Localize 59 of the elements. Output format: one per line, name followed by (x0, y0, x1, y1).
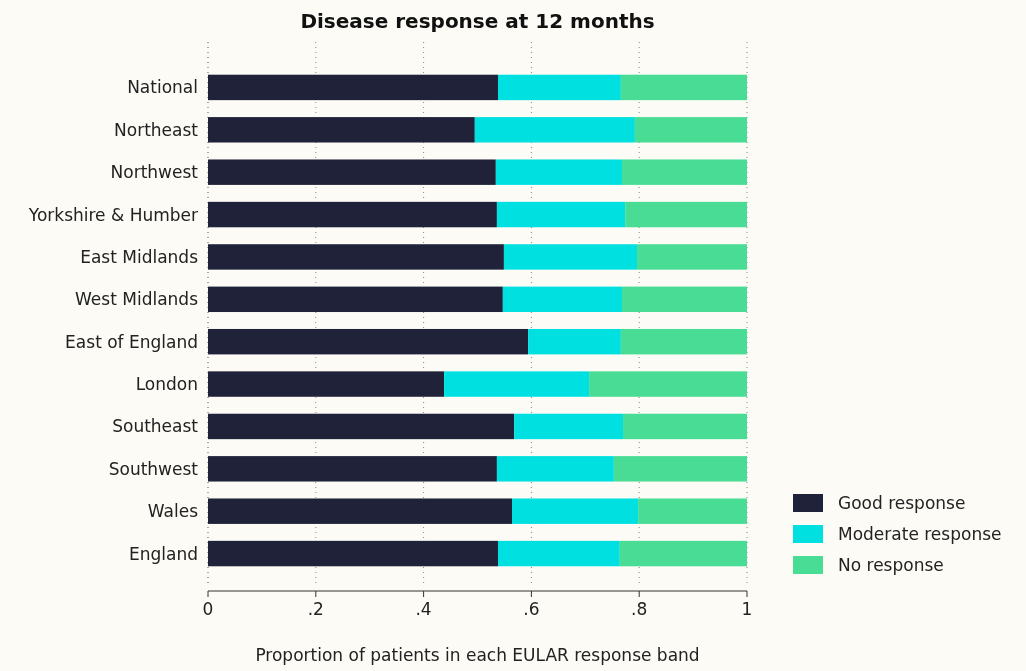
legend-label: Moderate response (838, 523, 1002, 544)
y-tick-label: National (127, 77, 198, 98)
y-tick-label: Southeast (112, 416, 199, 437)
x-tick-label: 1 (741, 599, 753, 619)
bar (589, 371, 747, 397)
bar (625, 201, 747, 228)
bar (208, 456, 497, 482)
bar (208, 286, 503, 313)
y-tick-label: Northeast (114, 119, 199, 140)
chart-title: Disease response at 12 months (300, 9, 655, 33)
bar (620, 74, 747, 101)
legend-label: No response (838, 554, 944, 575)
bar (208, 371, 445, 397)
bar (621, 159, 747, 185)
legend-label: Good response (838, 492, 966, 513)
bar (208, 159, 496, 185)
bar (208, 244, 504, 270)
bar (637, 244, 747, 270)
bar (444, 371, 590, 397)
bar (495, 159, 622, 185)
bar (613, 456, 747, 482)
bar (621, 286, 747, 313)
bar (528, 328, 621, 355)
y-tick-label: London (135, 374, 198, 395)
bar (619, 540, 747, 567)
bar (620, 328, 747, 355)
bar (514, 413, 624, 440)
y-tick-label: England (128, 543, 198, 564)
x-tick-label: .6 (523, 599, 540, 619)
bar (208, 74, 498, 101)
bar (208, 413, 515, 440)
y-tick-label: Northwest (110, 162, 199, 183)
y-tick-label: Wales (147, 501, 199, 522)
y-tick-label: East of England (65, 331, 198, 352)
bar (502, 286, 622, 313)
bar (497, 540, 620, 567)
bar (512, 498, 639, 524)
bar (208, 117, 475, 143)
bar (208, 540, 498, 567)
x-tick-label: .8 (631, 599, 648, 619)
x-tick-label: .4 (415, 599, 432, 619)
bar (208, 201, 497, 228)
bar (623, 413, 747, 440)
bar (208, 328, 529, 355)
y-tick-label: Yorkshire & Humber (27, 204, 198, 225)
x-tick-label: 0 (202, 599, 214, 619)
bar (474, 117, 635, 143)
bar (496, 456, 614, 482)
bar (634, 117, 747, 143)
x-tick-label: .2 (307, 599, 324, 619)
x-axis-title: Proportion of patients in each EULAR response band (255, 645, 700, 665)
bar (503, 244, 638, 270)
y-tick-label: East Midlands (80, 246, 199, 267)
bar (496, 201, 626, 228)
bar (497, 74, 621, 101)
y-tick-label: West Midlands (75, 289, 199, 310)
bar (638, 498, 747, 524)
bar (208, 498, 512, 524)
y-tick-label: Southwest (108, 458, 199, 479)
